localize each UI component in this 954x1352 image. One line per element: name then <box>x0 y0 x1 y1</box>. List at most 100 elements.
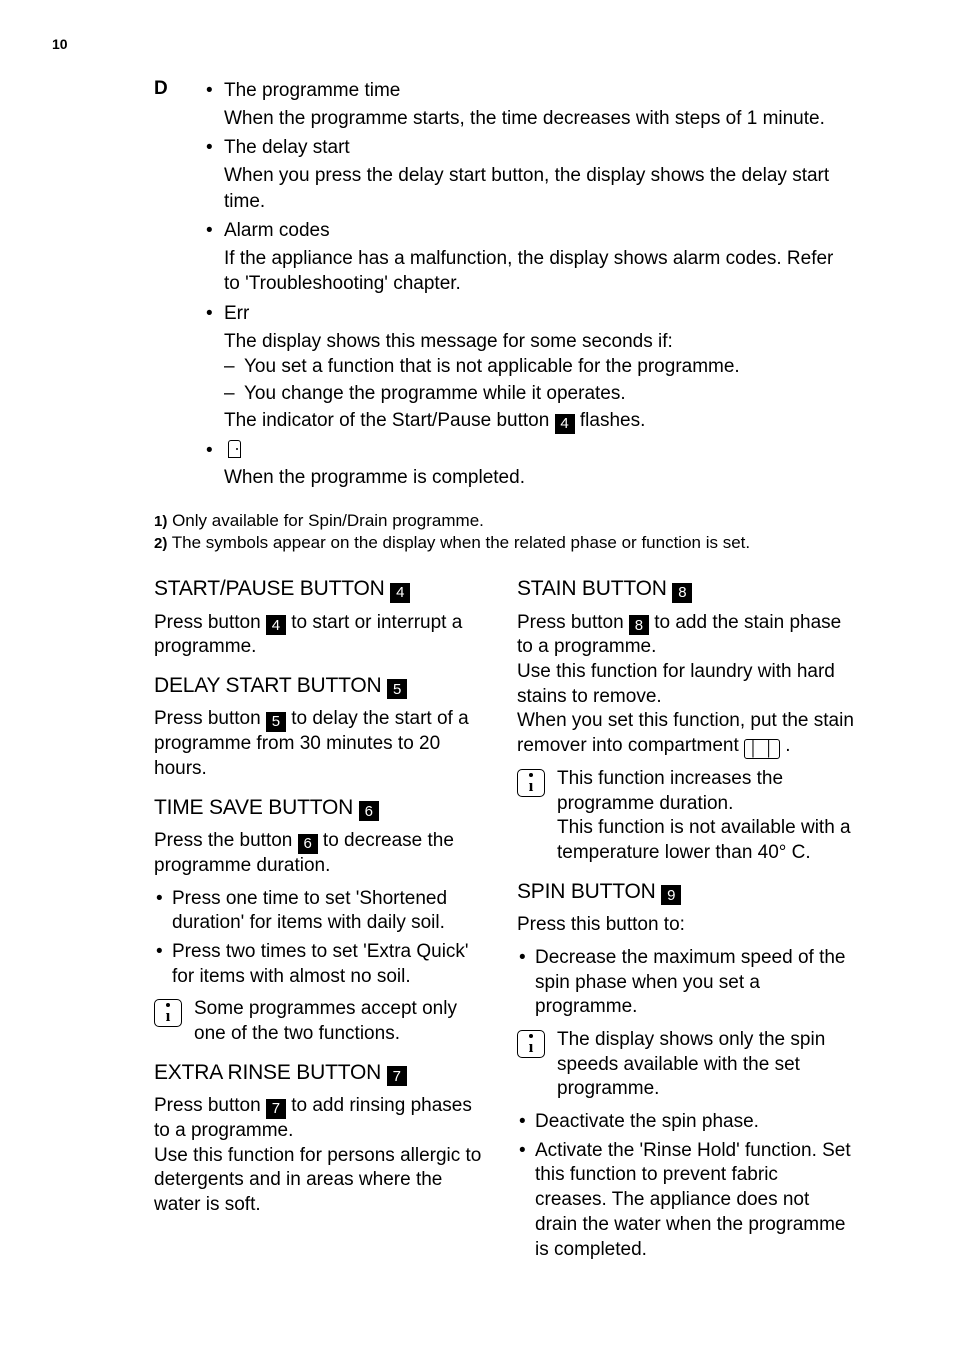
footnote: 2) The symbols appear on the display whe… <box>154 533 854 553</box>
list-item: Activate the 'Rinse Hold' function. Set … <box>535 1139 854 1262</box>
spin-list-2: Deactivate the spin phase. Activate the … <box>517 1110 854 1262</box>
bullet-icon: • <box>206 218 216 244</box>
num-badge-icon: 4 <box>555 414 575 434</box>
text: Press the button <box>154 830 298 851</box>
heading-text: SPIN BUTTON <box>517 880 661 903</box>
footnote-num: 1) <box>154 513 167 530</box>
d-item: • The delay start When you press the del… <box>206 135 854 214</box>
d-sub-text: You change the programme while it operat… <box>244 381 626 408</box>
d-item: • The programme time When the programme … <box>206 78 854 131</box>
num-badge-icon: 6 <box>298 834 318 854</box>
stain-para3: When you set this function, put the stai… <box>517 709 854 759</box>
bullet-icon: • <box>206 135 216 161</box>
time-save-list: Press one time to set 'Shortened duratio… <box>154 887 491 990</box>
num-badge-icon: 4 <box>390 583 410 603</box>
spin-list: Decrease the maximum speed of the spin p… <box>517 946 854 1020</box>
d-item-desc: When you press the delay start button, t… <box>206 163 854 214</box>
d-item-after: The indicator of the Start/Pause button … <box>206 408 854 434</box>
d-sub-item: –You change the programme while it opera… <box>206 381 854 408</box>
info-note: ı This function increases the programme … <box>517 767 854 866</box>
spin-heading: SPIN BUTTON 9 <box>517 880 854 906</box>
start-pause-para: Press button 4 to start or interrupt a p… <box>154 611 491 660</box>
door-open-icon <box>224 438 241 464</box>
info-icon: ı <box>517 1030 545 1058</box>
compartment-icon: │ │ <box>744 739 780 759</box>
d-item: • Err The display shows this message for… <box>206 301 854 434</box>
delay-start-para: Press button 5 to delay the start of a p… <box>154 707 491 781</box>
page-number: 10 <box>52 36 68 52</box>
num-badge-icon: 9 <box>661 885 681 905</box>
footnote-text: Only available for Spin/Drain programme. <box>172 511 484 530</box>
heading-text: DELAY START BUTTON <box>154 674 387 697</box>
text: flashes. <box>575 410 646 431</box>
num-badge-icon: 7 <box>387 1066 407 1086</box>
extra-rinse-para2: Use this function for persons allergic t… <box>154 1144 491 1218</box>
d-item-desc: When the programme is completed. <box>206 465 854 491</box>
text: Press button <box>154 612 266 633</box>
right-column: STAIN BUTTON 8 Press button 8 to add the… <box>517 563 854 1268</box>
info-text: This function increases the programme du… <box>557 767 854 866</box>
num-badge-icon: 5 <box>266 712 286 732</box>
left-column: START/PAUSE BUTTON 4 Press button 4 to s… <box>154 563 491 1268</box>
stain-para2: Use this function for laundry with hard … <box>517 660 854 709</box>
heading-text: START/PAUSE BUTTON <box>154 577 390 600</box>
stain-para1: Press button 8 to add the stain phase to… <box>517 611 854 660</box>
bullet-icon: • <box>206 438 216 464</box>
d-item-title: Alarm codes <box>224 218 330 244</box>
text: When you set this function, put the stai… <box>517 710 854 756</box>
list-item: Deactivate the spin phase. <box>535 1110 854 1135</box>
num-badge-icon: 8 <box>629 615 649 635</box>
info-text: The display shows only the spin speeds a… <box>557 1028 854 1102</box>
num-badge-icon: 5 <box>387 679 407 699</box>
text: The indicator of the Start/Pause button <box>224 410 555 431</box>
d-item-title: The programme time <box>224 78 400 104</box>
footnote-num: 2) <box>154 535 167 552</box>
footnote-text: The symbols appear on the display when t… <box>172 533 750 552</box>
columns: START/PAUSE BUTTON 4 Press button 4 to s… <box>154 563 854 1268</box>
num-badge-icon: 8 <box>672 583 692 603</box>
list-item: Press two times to set 'Extra Quick' for… <box>172 940 491 989</box>
spin-para1: Press this button to: <box>517 913 854 938</box>
time-save-para: Press the button 6 to decrease the progr… <box>154 829 491 878</box>
text: Press button <box>154 1095 266 1116</box>
heading-text: TIME SAVE BUTTON <box>154 796 359 819</box>
start-pause-heading: START/PAUSE BUTTON 4 <box>154 577 491 603</box>
page: 10 D • The programme time When the progr… <box>0 0 954 1308</box>
d-item: • Alarm codes If the appliance has a mal… <box>206 218 854 297</box>
bullet-icon: • <box>206 301 216 327</box>
d-item-desc: When the programme starts, the time decr… <box>206 106 854 132</box>
d-sub-text: You set a function that is not applicabl… <box>244 354 740 381</box>
info-note: ı The display shows only the spin speeds… <box>517 1028 854 1102</box>
stain-heading: STAIN BUTTON 8 <box>517 577 854 603</box>
d-sub-item: –You set a function that is not applicab… <box>206 354 854 381</box>
text: . <box>780 735 791 756</box>
text: Press button <box>154 708 266 729</box>
list-item: Decrease the maximum speed of the spin p… <box>535 946 854 1020</box>
content: D • The programme time When the programm… <box>0 0 954 1308</box>
num-badge-icon: 7 <box>266 1099 286 1119</box>
d-body: • The programme time When the programme … <box>206 78 854 495</box>
d-section: D • The programme time When the programm… <box>154 78 854 495</box>
info-icon: ı <box>517 769 545 797</box>
num-badge-icon: 4 <box>266 615 286 635</box>
d-item: • When the programme is completed. <box>206 438 854 491</box>
d-item-title: The delay start <box>224 135 350 161</box>
d-letter: D <box>154 78 206 100</box>
d-item-desc: The display shows this message for some … <box>206 329 854 355</box>
footnotes: 1) Only available for Spin/Drain program… <box>154 511 854 553</box>
extra-rinse-heading: EXTRA RINSE BUTTON 7 <box>154 1061 491 1087</box>
info-note: ı Some programmes accept only one of the… <box>154 997 491 1046</box>
time-save-heading: TIME SAVE BUTTON 6 <box>154 796 491 822</box>
footnote: 1) Only available for Spin/Drain program… <box>154 511 854 531</box>
d-item-desc: If the appliance has a malfunction, the … <box>206 246 854 297</box>
num-badge-icon: 6 <box>359 801 379 821</box>
bullet-icon: • <box>206 78 216 104</box>
heading-text: EXTRA RINSE BUTTON <box>154 1061 387 1084</box>
text: Press button <box>517 612 629 633</box>
d-item-title: Err <box>224 301 249 327</box>
list-item: Press one time to set 'Shortened duratio… <box>172 887 491 936</box>
info-icon: ı <box>154 999 182 1027</box>
extra-rinse-para: Press button 7 to add rinsing phases to … <box>154 1094 491 1143</box>
info-text: Some programmes accept only one of the t… <box>194 997 491 1046</box>
heading-text: STAIN BUTTON <box>517 577 672 600</box>
